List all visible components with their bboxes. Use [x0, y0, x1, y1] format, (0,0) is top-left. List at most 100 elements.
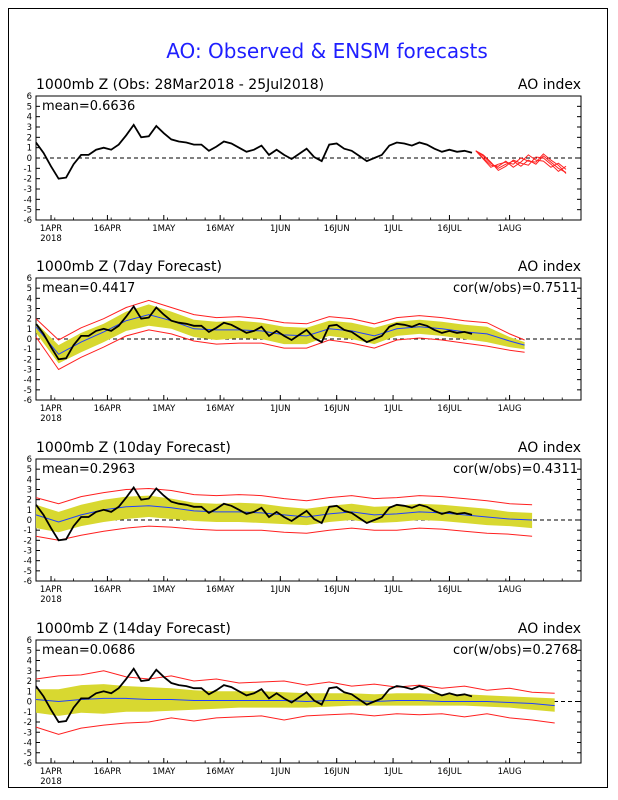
ensemble-min-line	[35, 525, 533, 541]
x-tick-label: 1JUL	[384, 585, 403, 595]
x-tick-label: 16JUL	[437, 224, 462, 234]
panel-title: 1000mb Z (Obs: 28Mar2018 - 25Jul2018)	[36, 77, 324, 93]
y-tick-label: -3	[24, 728, 32, 738]
y-tick-label: -6	[24, 577, 32, 587]
y-tick-label: -2	[24, 718, 32, 728]
y-tick-label: 6	[27, 455, 32, 465]
mean-label: mean=0.4417	[42, 281, 135, 296]
x-tick-label: 16JUN	[324, 767, 350, 777]
observed-line	[35, 123, 473, 180]
x-tick-label: 16MAY	[206, 767, 235, 777]
mean-label: mean=0.0686	[42, 643, 135, 658]
x-tick-label: 1JUL	[384, 224, 403, 234]
y-tick-label: 3	[27, 305, 32, 315]
x-tick-label: 1AUG	[498, 585, 522, 595]
y-tick-label: -6	[24, 396, 32, 406]
correlation-label: cor(w/obs)=0.4311	[453, 462, 578, 477]
forecast-member-2	[475, 150, 567, 170]
x-tick-label: 1MAY	[152, 404, 176, 414]
x-tick-label: 16APR	[94, 224, 122, 234]
x-tick-label: 16JUN	[324, 585, 350, 595]
y-tick-label: 1	[27, 506, 32, 516]
x-tick-label: 16APR	[94, 585, 122, 595]
x-year-label: 2018	[40, 595, 62, 605]
ensemble-spread-band	[36, 495, 533, 533]
y-tick-label: 5	[27, 646, 32, 656]
x-tick-label: 16APR	[94, 404, 122, 414]
y-tick-label: -3	[24, 185, 32, 195]
x-tick-label: 1JUL	[384, 767, 403, 777]
ensemble-max-line	[35, 670, 555, 694]
y-tick-label: 1	[27, 144, 32, 154]
observed-line	[35, 304, 473, 361]
ensemble-max-line	[35, 299, 525, 341]
x-tick-label: 16JUL	[437, 585, 462, 595]
y-tick-label: 2	[27, 496, 32, 506]
x-tick-label: 1MAY	[152, 224, 176, 234]
y-tick-label: -6	[24, 759, 32, 769]
ensemble-min-line	[35, 713, 555, 735]
panel-right-label: AO index	[518, 440, 581, 456]
x-tick-label: 1APR	[40, 224, 62, 234]
y-tick-label: 1	[27, 325, 32, 335]
x-tick-label: 16JUL	[437, 767, 462, 777]
x-year-label: 2018	[40, 777, 62, 787]
y-tick-label: 2	[27, 677, 32, 687]
y-tick-label: -5	[24, 206, 32, 216]
forecast-member-3	[475, 150, 567, 173]
figure-frame	[8, 8, 608, 788]
x-tick-label: 1AUG	[498, 404, 522, 414]
panel-right-label: AO index	[518, 77, 581, 93]
x-tick-label: 1JUN	[270, 585, 291, 595]
observed-line	[35, 667, 473, 723]
y-tick-label: 5	[27, 102, 32, 112]
ensemble-min-line	[35, 329, 525, 371]
panel-right-label: AO index	[518, 621, 581, 637]
main-title: AO: Observed & ENSM forecasts	[166, 39, 488, 63]
panel-right-label: AO index	[518, 259, 581, 275]
y-tick-label: 5	[27, 284, 32, 294]
observed-line	[35, 485, 473, 542]
x-tick-label: 1AUG	[498, 767, 522, 777]
y-tick-label: 0	[27, 698, 32, 708]
y-tick-label: 1	[27, 687, 32, 697]
y-tick-label: 0	[27, 154, 32, 164]
x-tick-label: 1JUL	[384, 404, 403, 414]
x-tick-label: 1APR	[40, 585, 62, 595]
x-tick-label: 1JUN	[270, 767, 291, 777]
y-tick-label: -2	[24, 536, 32, 546]
x-tick-label: 1JUN	[270, 224, 291, 234]
x-tick-label: 1MAY	[152, 585, 176, 595]
y-tick-label: -5	[24, 749, 32, 759]
correlation-label: cor(w/obs)=0.7511	[453, 281, 578, 296]
x-year-label: 2018	[40, 414, 62, 424]
x-tick-label: 1APR	[40, 767, 62, 777]
y-tick-label: 2	[27, 315, 32, 325]
x-tick-label: 16JUL	[437, 404, 462, 414]
y-tick-label: -1	[24, 708, 32, 718]
x-tick-label: 16MAY	[206, 585, 235, 595]
panel-title: 1000mb Z (10day Forecast)	[36, 440, 231, 456]
y-tick-label: 3	[27, 667, 32, 677]
x-tick-label: 1APR	[40, 404, 62, 414]
y-tick-label: -2	[24, 355, 32, 365]
correlation-label: cor(w/obs)=0.2768	[453, 643, 578, 658]
y-tick-label: 2	[27, 133, 32, 143]
y-tick-label: -4	[24, 739, 32, 749]
y-tick-label: 6	[27, 636, 32, 646]
y-tick-label: 3	[27, 123, 32, 133]
y-tick-label: 6	[27, 274, 32, 284]
y-tick-label: 4	[27, 294, 32, 304]
forecast-member-1	[475, 150, 567, 173]
x-tick-label: 16JUN	[324, 224, 350, 234]
x-tick-label: 1JUN	[270, 404, 291, 414]
x-tick-label: 16MAY	[206, 404, 235, 414]
y-tick-label: -3	[24, 366, 32, 376]
y-tick-label: -6	[24, 216, 32, 226]
y-tick-label: -1	[24, 526, 32, 536]
y-tick-label: -5	[24, 567, 32, 577]
